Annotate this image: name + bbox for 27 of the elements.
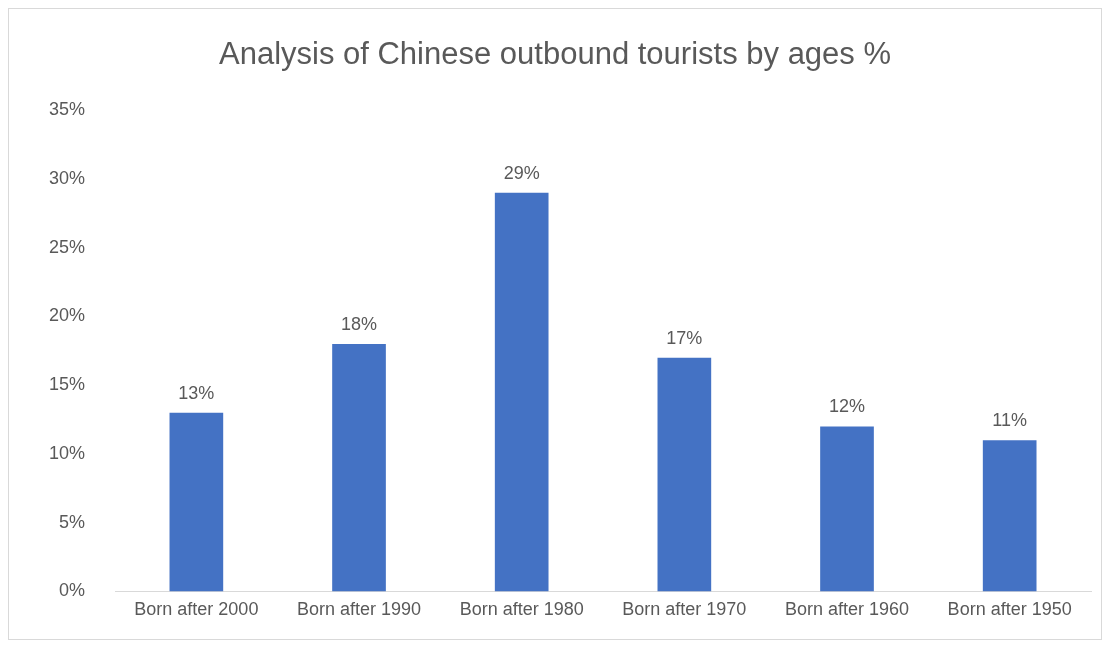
- bar: [982, 440, 1037, 592]
- data-label: 29%: [503, 162, 540, 183]
- data-label: 18%: [341, 313, 378, 334]
- x-tick-label: Born after 1980: [459, 599, 584, 620]
- chart-title: Analysis of Chinese outbound tourists by ages %: [218, 36, 892, 72]
- data-label: 11%: [992, 410, 1028, 431]
- data-label: 17%: [666, 327, 703, 348]
- x-tick-label: Born after 1960: [784, 599, 910, 620]
- bar: [820, 426, 874, 592]
- y-tick-label: 15%: [49, 374, 86, 395]
- y-tick-label: 25%: [49, 236, 86, 257]
- y-tick-label: 0%: [59, 580, 86, 601]
- bar: [169, 412, 224, 592]
- y-tick-label: 30%: [49, 167, 86, 188]
- y-tick-label: 5%: [59, 511, 86, 532]
- x-tick-label: Born after 2000: [134, 599, 259, 620]
- y-tick-label: 35%: [49, 99, 86, 120]
- x-tick-label: Born after 1970: [622, 599, 747, 620]
- data-label: 12%: [828, 396, 866, 417]
- bar: [332, 343, 386, 592]
- x-tick-label: Born after 1990: [296, 599, 422, 620]
- bar: [494, 192, 549, 592]
- bar: [657, 357, 712, 592]
- y-tick-label: 20%: [49, 305, 86, 326]
- data-label: 13%: [178, 382, 215, 403]
- y-tick-label: 10%: [49, 442, 86, 463]
- x-tick-label: Born after 1950: [947, 599, 1072, 620]
